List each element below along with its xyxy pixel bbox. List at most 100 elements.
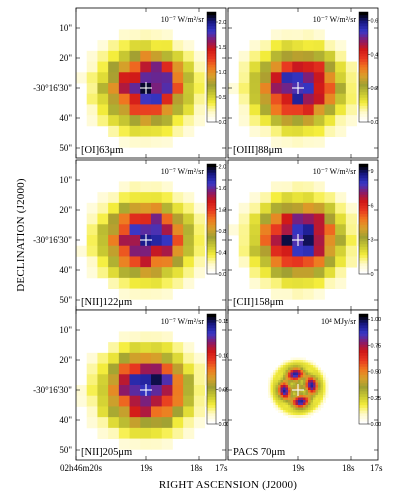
panel-frame bbox=[75, 309, 227, 461]
colorbar-segment bbox=[207, 382, 216, 386]
colorbar-segment bbox=[359, 338, 368, 342]
colorbar-segment bbox=[359, 219, 368, 223]
colorbar-tick-label: 0.00 bbox=[219, 422, 230, 428]
colorbar-tick-label: 0.0 bbox=[219, 272, 227, 278]
colorbar-segment bbox=[207, 363, 216, 367]
colorbar-segment bbox=[359, 243, 368, 247]
colorbar-segment bbox=[207, 352, 216, 356]
colorbar-segment bbox=[359, 166, 368, 170]
colorbar-tick-label: 0.8 bbox=[219, 229, 227, 235]
colorbar-segment bbox=[359, 344, 368, 348]
colorbar-segment bbox=[207, 197, 216, 201]
colorbar-segment bbox=[207, 404, 216, 408]
dec-tick-label: 40" bbox=[59, 113, 72, 123]
colorbar-segment bbox=[359, 83, 368, 87]
colorbar-segment bbox=[359, 116, 368, 120]
colorbar-segment bbox=[207, 385, 216, 389]
colorbar-segment bbox=[207, 230, 216, 234]
colorbar-segment bbox=[207, 31, 216, 35]
colorbar-segment bbox=[359, 72, 368, 76]
colorbar-segment bbox=[359, 314, 368, 318]
colorbar-segment bbox=[207, 83, 216, 87]
colorbar-frame bbox=[358, 163, 369, 275]
colorbar-segment bbox=[207, 402, 216, 406]
colorbar-segment bbox=[207, 111, 216, 115]
colorbar-segment bbox=[359, 246, 368, 250]
colorbar-segment bbox=[207, 17, 216, 21]
colorbar-segment bbox=[207, 355, 216, 359]
colorbar-segment bbox=[207, 14, 216, 18]
colorbar-segment bbox=[207, 333, 216, 337]
colorbar-segment bbox=[359, 319, 368, 323]
colorbar-segment bbox=[207, 75, 216, 79]
intensity-map bbox=[76, 181, 216, 300]
colorbar-segment bbox=[359, 86, 368, 90]
colorbar-segment bbox=[207, 413, 216, 417]
colorbar-tick-label: 2.0 bbox=[219, 165, 227, 171]
dec-tick-label: 40" bbox=[59, 415, 72, 425]
ra-tick-label: 19s bbox=[292, 463, 305, 473]
colorbar-segment bbox=[207, 94, 216, 98]
colorbar-segment bbox=[359, 415, 368, 419]
colorbar-segment bbox=[207, 89, 216, 93]
map-panel-1: 10⁻⁷ W/m²/sr 0.0 0.5 1.0 1.5 2.0 [OI]63μm bbox=[75, 7, 227, 159]
colorbar-segment bbox=[359, 186, 368, 190]
colorbar-segment bbox=[359, 12, 368, 16]
colorbar-segment bbox=[359, 380, 368, 384]
colorbar-segment bbox=[359, 341, 368, 345]
colorbar-segment bbox=[359, 210, 368, 214]
colorbar-segment bbox=[359, 396, 368, 400]
colorbar-segment bbox=[359, 360, 368, 364]
colorbar-segment bbox=[207, 164, 216, 168]
colorbar-segment bbox=[207, 349, 216, 353]
colorbar-segment bbox=[359, 89, 368, 93]
colorbar-segment bbox=[359, 388, 368, 392]
colorbar-segment bbox=[207, 358, 216, 362]
colorbar-segment bbox=[207, 316, 216, 320]
colorbar-segment bbox=[207, 86, 216, 90]
colorbar-frame bbox=[358, 11, 369, 123]
colorbar-segment bbox=[359, 56, 368, 60]
colorbar-segment bbox=[207, 186, 216, 190]
colorbar-segment bbox=[359, 391, 368, 395]
line-name-label: PACS 70μm bbox=[233, 447, 285, 458]
panel-grid: 10⁻⁷ W/m²/sr0.00.51.01.52.0[OI]63μm10⁻⁷ … bbox=[75, 7, 382, 461]
colorbar-segment bbox=[359, 69, 368, 73]
colorbar-segment bbox=[207, 322, 216, 326]
colorbar-segment bbox=[207, 380, 216, 384]
line-name-label: [NII]205μm bbox=[81, 447, 132, 458]
colorbar-segment bbox=[207, 80, 216, 84]
colorbar-segment bbox=[359, 45, 368, 49]
colorbar-segment bbox=[359, 164, 368, 168]
dec-tick-label: 10" bbox=[59, 325, 72, 335]
colorbar-segment bbox=[359, 119, 368, 123]
dec-tick-label: -30°16'30" bbox=[33, 385, 72, 395]
colorbar-segment bbox=[359, 42, 368, 46]
colorbar-segment bbox=[207, 371, 216, 375]
colorbar-frame bbox=[206, 163, 217, 275]
colorbar-segment bbox=[207, 175, 216, 179]
colorbar-segment bbox=[207, 421, 216, 425]
map-panel-6: 10⁴ MJy/sr 0.00 0.25 0.50 0.75 1.00 PACS 70μm bbox=[227, 309, 382, 461]
colorbar-segment bbox=[359, 369, 368, 373]
colorbar-segment bbox=[359, 349, 368, 353]
colorbar-segment bbox=[359, 64, 368, 68]
colorbar-segment bbox=[207, 67, 216, 71]
colorbar-segment bbox=[207, 91, 216, 95]
colorbar-segment bbox=[207, 36, 216, 40]
colorbar-segment bbox=[207, 210, 216, 214]
colorbar-segment bbox=[359, 213, 368, 217]
colorbar-segment bbox=[207, 28, 216, 32]
colorbar-segment bbox=[359, 227, 368, 231]
colorbar-segment bbox=[359, 75, 368, 79]
colorbar-segment bbox=[359, 249, 368, 253]
colorbar-tick-label: 0.75 bbox=[371, 343, 382, 349]
colorbar-tick-label: 0.05 bbox=[219, 388, 230, 394]
colorbar-segment bbox=[359, 268, 368, 272]
colorbar-frame bbox=[206, 313, 217, 425]
colorbar-tick-label: 0.5 bbox=[219, 95, 227, 101]
colorbar-segment bbox=[359, 336, 368, 340]
colorbar-segment bbox=[207, 199, 216, 203]
dec-tick-label: -30°16'30" bbox=[33, 83, 72, 93]
colorbar-segment bbox=[207, 314, 216, 318]
